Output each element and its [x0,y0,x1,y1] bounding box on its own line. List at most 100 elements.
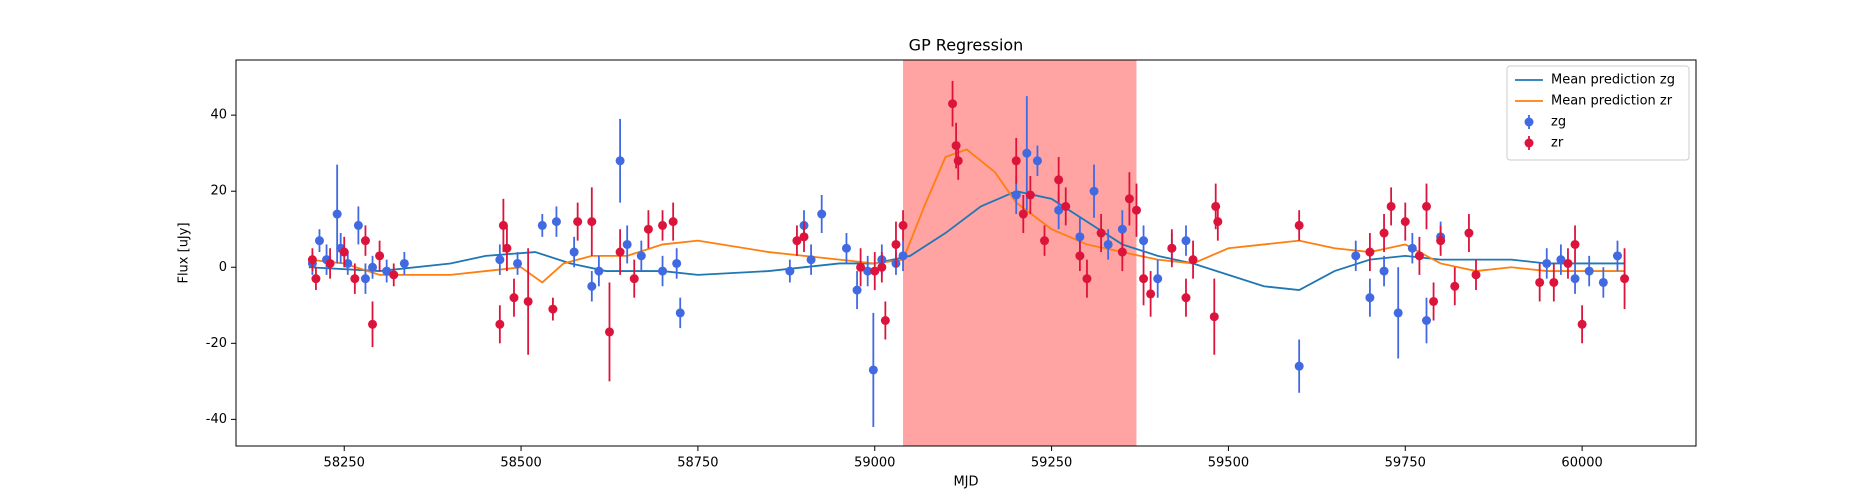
point [314,236,324,246]
y-tick-label: -20 [206,336,227,351]
point [1131,205,1141,215]
legend-label: Mean prediction zg [1551,73,1675,88]
point [1025,190,1035,200]
point [615,247,625,257]
legend-label: zg [1551,115,1566,130]
point [1542,258,1552,268]
point [1075,232,1085,242]
point [1181,293,1191,303]
point [311,274,321,284]
point [573,217,583,227]
point [1598,277,1608,287]
point [675,308,685,318]
point [1421,316,1431,326]
point [1393,308,1403,318]
point [806,255,816,265]
point [339,247,349,257]
point [870,266,880,276]
point [523,296,533,306]
point [1089,186,1099,196]
point [399,258,409,268]
point [629,274,639,284]
legend-box [1506,65,1690,161]
x-tick-label: 58500 [500,456,541,471]
point [1436,236,1446,246]
point [1124,194,1134,204]
point [1181,236,1191,246]
point [841,243,851,253]
point [622,239,632,249]
point [1351,251,1361,261]
point [389,270,399,280]
point [551,217,561,227]
legend-label: zr [1551,136,1564,151]
x-tick-label: 59750 [1385,456,1426,471]
point [495,255,505,265]
point [1096,228,1106,238]
point [785,266,795,276]
point [1054,205,1064,215]
y-tick-label: 40 [210,108,227,123]
legend-label: Mean prediction zr [1551,94,1673,109]
point [1365,247,1375,257]
point [1556,255,1566,265]
point [502,243,512,253]
point [1209,312,1219,322]
point [817,209,827,219]
point [587,281,597,291]
x-tick-label: 59500 [1208,456,1249,471]
point [1040,236,1050,246]
y-tick-label: 0 [219,260,227,275]
point [1117,247,1127,257]
legend-marker [1524,117,1534,127]
point [513,258,523,268]
point [636,251,646,261]
x-tick-label: 58750 [677,456,718,471]
y-tick-label: -40 [206,412,227,427]
plot [307,60,1630,446]
point [1011,190,1021,200]
point [1294,361,1304,371]
point [799,232,809,242]
point [332,209,342,219]
point [1213,217,1223,227]
point [353,220,363,230]
point [891,239,901,249]
point [615,156,625,166]
shaded-span [903,60,1137,446]
x-axis-label: MJD [953,475,978,490]
point [1082,274,1092,284]
point [1464,228,1474,238]
point [1153,274,1163,284]
x-tick-label: 60000 [1561,456,1602,471]
point [1365,293,1375,303]
point [1061,201,1071,211]
point [1570,274,1580,284]
point [382,266,392,276]
x-tick-label: 59000 [854,456,895,471]
point [1032,156,1042,166]
point [1429,296,1439,306]
x-tick-label: 58250 [324,456,365,471]
point [1535,277,1545,287]
point [852,285,862,295]
point [1379,228,1389,238]
point [1022,148,1032,158]
point [672,258,682,268]
point [307,255,317,265]
point [1400,217,1410,227]
point [658,220,668,230]
point [1471,270,1481,280]
point [880,316,890,326]
point [343,258,353,268]
point [951,141,961,151]
point [953,156,963,166]
point [360,274,370,284]
point [495,319,505,329]
point [1379,266,1389,276]
point [1450,281,1460,291]
point [360,236,370,246]
point [877,262,887,272]
point [898,251,908,261]
point [1612,251,1622,261]
